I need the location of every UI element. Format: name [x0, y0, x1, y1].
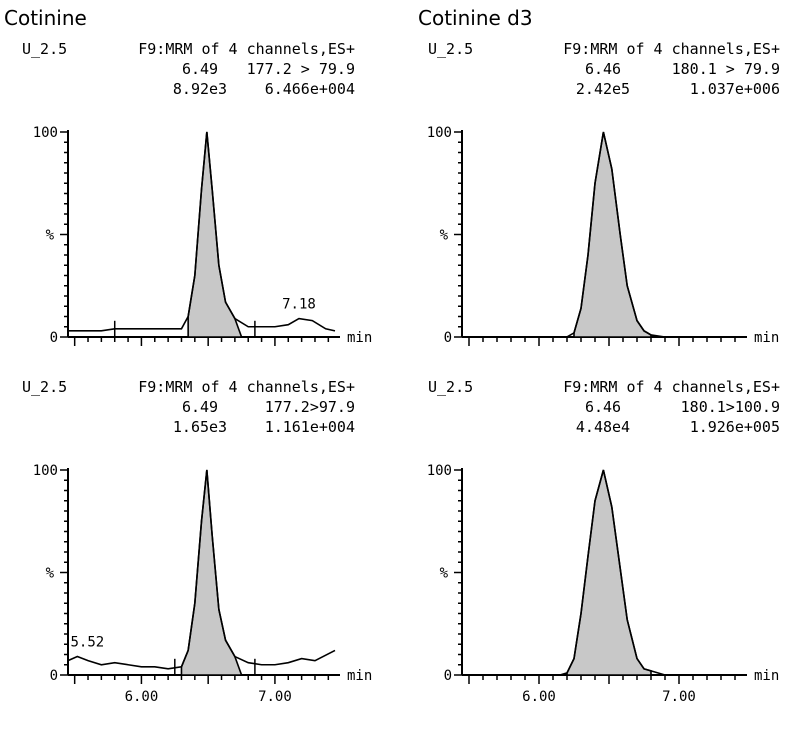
peak-rt-label: 6.49	[181, 398, 219, 416]
x-tick-label: 7.00	[258, 689, 292, 705]
chromatogram-plot: 100% 0 min	[427, 125, 779, 346]
peak-label: 7.18	[282, 297, 316, 313]
peak-area-label: 2.42e5	[575, 80, 631, 98]
peak-rt-label: 6.46	[584, 398, 622, 416]
integrated-peak	[187, 131, 243, 338]
intensity-label: 1.161e+004	[264, 418, 355, 436]
y-label-percent: %	[46, 228, 55, 244]
y-label-0: 0	[50, 668, 58, 684]
peak-area-label: 4.48e4	[575, 418, 631, 436]
y-label-percent: %	[46, 566, 55, 582]
sample-label: U_2.5	[428, 378, 474, 396]
transition-label: 177.2 > 79.9	[246, 60, 355, 78]
chromatogram-panel: U_2.5 F9:MRM of 4 channels,ES+ 6.49 177.…	[0, 378, 373, 733]
sample-label: U_2.5	[22, 40, 68, 58]
chromatogram-trace	[462, 469, 742, 676]
intensity-label: 1.037e+006	[689, 80, 780, 98]
x-tick-label: 6.00	[125, 689, 159, 705]
peak-rt-label: 6.49	[181, 60, 219, 78]
integrated-peak	[573, 131, 652, 338]
chromatogram-trace	[462, 131, 742, 338]
peak-label: 5.52	[70, 635, 104, 651]
chromatogram-plot: 100% 0 min 6.00 7.00 5.52	[33, 463, 373, 705]
y-label-percent: %	[440, 566, 449, 582]
peak-rt-label: 6.46	[584, 60, 622, 78]
chromatogram-panel: U_2.5 F9:MRM of 4 channels,ES+ 6.46 180.…	[420, 40, 780, 395]
y-label-100: 100	[427, 125, 452, 141]
function-label: F9:MRM of 4 channels,ES+	[563, 40, 780, 58]
chromatogram-trace	[68, 131, 336, 332]
peak-area-label: 8.92e3	[172, 80, 228, 98]
y-label-100: 100	[33, 125, 58, 141]
transition-label: 180.1>100.9	[680, 398, 780, 416]
transition-label: 180.1 > 79.9	[671, 60, 780, 78]
y-label-100: 100	[427, 463, 452, 479]
sample-label: U_2.5	[22, 378, 68, 396]
chromatogram-plot: 100% 0 min 6.00 7.00	[427, 463, 780, 705]
intensity-label: 1.926e+005	[689, 418, 780, 436]
transition-label: 177.2>97.9	[264, 398, 355, 416]
chromatogram-panel: U_2.5 F9:MRM of 4 channels,ES+ 6.49 177.…	[0, 40, 372, 395]
function-label: F9:MRM of 4 channels,ES+	[138, 40, 355, 58]
function-label: F9:MRM of 4 channels,ES+	[563, 378, 780, 396]
y-label-0: 0	[444, 668, 452, 684]
chromatogram-panel: U_2.5 F9:MRM of 4 channels,ES+ 6.46 180.…	[420, 378, 780, 733]
x-unit-label: min	[347, 330, 372, 346]
sample-label: U_2.5	[428, 40, 474, 58]
y-label-0: 0	[50, 330, 58, 346]
function-label: F9:MRM of 4 channels,ES+	[138, 378, 355, 396]
integrated-peak	[180, 469, 243, 676]
x-unit-label: min	[754, 330, 779, 346]
x-tick-label: 6.00	[522, 689, 556, 705]
peak-area-label: 1.65e3	[172, 418, 228, 436]
intensity-label: 6.466e+004	[264, 80, 355, 98]
x-unit-label: min	[347, 668, 372, 684]
title-cotinine: Cotinine	[4, 6, 87, 30]
x-tick-label: 7.00	[662, 689, 696, 705]
chromatogram-plot: 100% 0 min 7.18	[33, 125, 372, 346]
y-label-0: 0	[444, 330, 452, 346]
title-cotinine-d3: Cotinine d3	[418, 6, 533, 30]
integrated-peak	[566, 469, 652, 676]
x-unit-label: min	[754, 668, 779, 684]
chromatogram-trace	[67, 469, 336, 670]
y-label-percent: %	[440, 228, 449, 244]
y-label-100: 100	[33, 463, 58, 479]
